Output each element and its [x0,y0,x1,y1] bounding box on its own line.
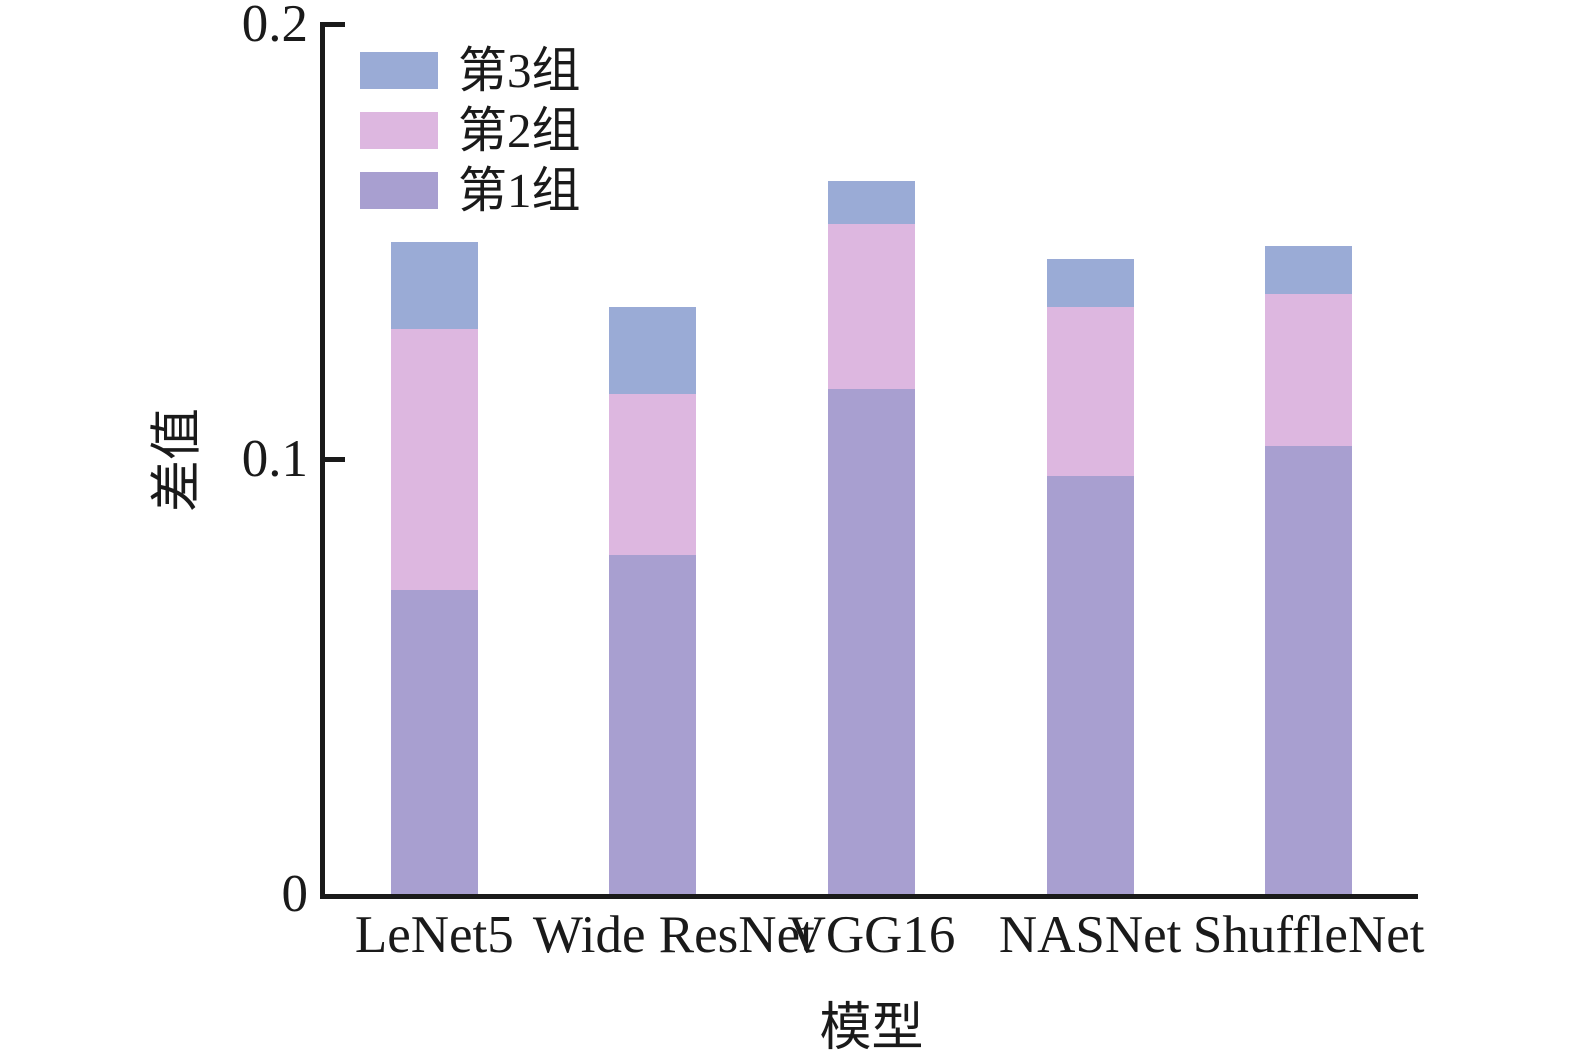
legend-row: 第3组 [360,46,581,95]
x-tick-label: NASNet [998,906,1182,964]
legend-swatch-第2组 [360,112,438,149]
y-tick-mark [325,21,345,27]
legend-row: 第2组 [360,106,581,155]
legend-row: 第1组 [360,166,581,215]
bar-segment-ShuffleNet-第1组 [1265,445,1353,894]
legend: 第3组 第2组 第1组 [360,46,581,232]
x-axis-line [320,894,1418,899]
bar-segment-Wide ResNet-第3组 [609,306,697,394]
x-axis-title: 模型 [819,1000,924,1051]
bar-segment-LeNet5-第3组 [390,241,478,329]
bar-segment-LeNet5-第1组 [390,589,478,894]
bar-segment-ShuffleNet-第2组 [1265,293,1353,446]
bar-segment-LeNet5-第2组 [390,328,478,590]
bar-segment-VGG16-第1组 [828,389,915,894]
legend-swatch-第1组 [360,172,438,209]
bar-segment-NASNet-第2组 [1046,306,1134,477]
x-tick-label: VGG16 [787,906,956,964]
y-tick-mark [325,456,345,462]
legend-label: 第3组 [458,43,581,98]
y-tick-label: 0.1 [241,430,308,488]
bar-segment-NASNet-第3组 [1046,258,1134,307]
y-tick-label: 0 [281,865,309,923]
legend-label: 第1组 [458,163,581,218]
x-tick-label: Wide ResNet [532,906,815,964]
y-tick-label: 0.2 [241,0,308,53]
bar-segment-Wide ResNet-第1组 [609,554,697,894]
legend-label: 第2组 [458,103,581,158]
bar-segment-Wide ResNet-第2组 [609,393,697,555]
bar-segment-NASNet-第1组 [1046,476,1134,894]
x-tick-label: ShuffleNet [1192,906,1425,964]
bar-segment-ShuffleNet-第3组 [1265,245,1353,294]
legend-swatch-第3组 [360,52,438,89]
bar-segment-VGG16-第2组 [828,224,915,390]
x-tick-label: LeNet5 [354,906,514,964]
y-axis-line [320,22,325,899]
bar-segment-VGG16-第3组 [828,180,915,225]
